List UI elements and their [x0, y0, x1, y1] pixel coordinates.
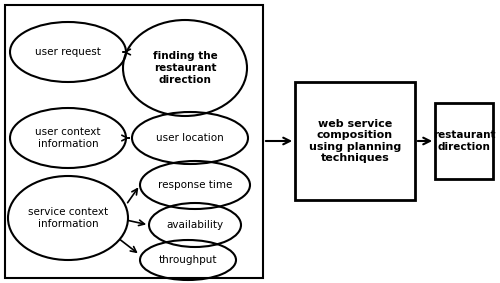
Text: restaurant
direction: restaurant direction — [433, 130, 495, 152]
Text: response time: response time — [158, 180, 232, 190]
Text: web service
composition
using planning
techniques: web service composition using planning t… — [309, 119, 401, 163]
Text: user location: user location — [156, 133, 224, 143]
Text: availability: availability — [166, 220, 224, 230]
Text: service context
information: service context information — [28, 207, 108, 229]
Text: user context
information: user context information — [35, 127, 101, 149]
Bar — [435, 103, 493, 179]
Text: throughput: throughput — [159, 255, 217, 265]
Bar — [5, 5, 263, 278]
Text: user request: user request — [35, 47, 101, 57]
Bar — [295, 82, 415, 200]
Text: finding the
restaurant
direction: finding the restaurant direction — [152, 52, 218, 85]
